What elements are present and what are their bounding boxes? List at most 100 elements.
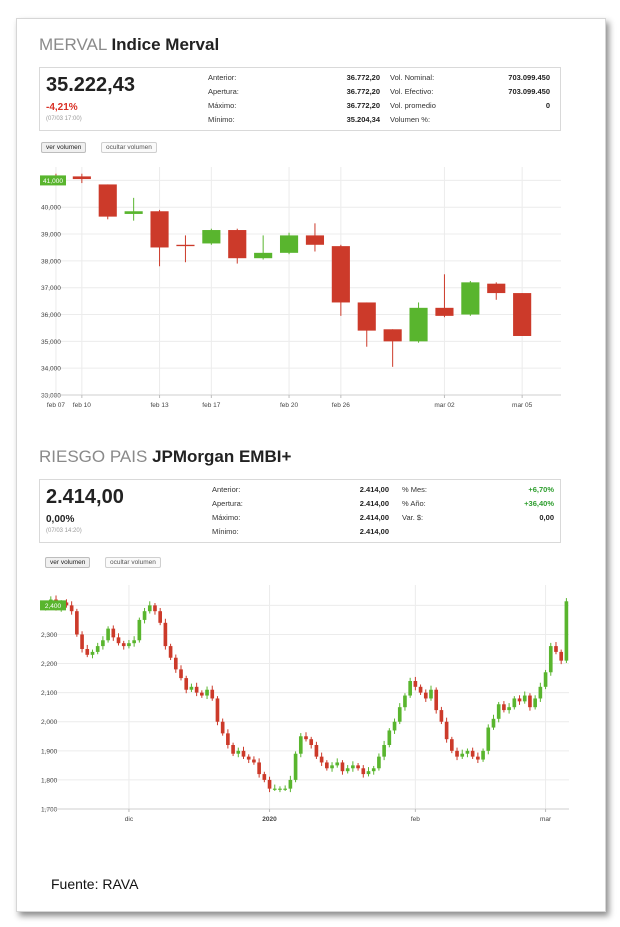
- candle-body: [397, 707, 402, 722]
- candle-body: [95, 646, 100, 652]
- candle-body: [383, 329, 402, 342]
- candle-body: [429, 689, 433, 699]
- riesgo-hide-volume-button[interactable]: ocultar volumen: [105, 557, 161, 568]
- candle-body: [512, 698, 517, 708]
- candle-body: [409, 307, 428, 342]
- report-sheet: MERVAL Indice Merval 35.222,43 -4,21% (0…: [16, 18, 606, 912]
- candle-body: [267, 779, 272, 789]
- candle-body: [543, 672, 548, 687]
- candle-body: [517, 698, 522, 702]
- merval-price: 35.222,43: [46, 74, 135, 96]
- y-tick-label: 33,000: [41, 393, 61, 400]
- merval-stat2-value: 703.099.450: [508, 87, 550, 96]
- candle-body: [434, 689, 439, 711]
- candle-body: [90, 651, 95, 655]
- candle-body: [522, 695, 527, 702]
- candle-body: [200, 692, 204, 696]
- candle-body: [121, 643, 126, 647]
- riesgo-stat2-value: 0,00: [539, 513, 554, 522]
- current-value-label: 2,400: [45, 603, 62, 610]
- candle-body: [382, 745, 386, 757]
- candle-body: [220, 721, 225, 734]
- riesgo-timestamp: (07/03 14:20): [46, 528, 82, 534]
- riesgo-stat2-label: % Mes:: [402, 485, 428, 494]
- candle-body: [330, 765, 334, 769]
- merval-show-volume-button[interactable]: ver volumen: [41, 142, 87, 153]
- candle-body: [124, 211, 143, 214]
- candle-body: [538, 686, 543, 699]
- riesgo-stat-value: 2.414,00: [359, 485, 389, 494]
- candle-body: [460, 753, 465, 757]
- candle-body: [194, 686, 199, 693]
- candle-body: [64, 602, 69, 606]
- y-tick-label: 39,000: [41, 232, 61, 239]
- candle-body: [228, 230, 247, 259]
- candle-body: [392, 721, 397, 731]
- riesgo-stat2-label: % Año:: [402, 499, 426, 508]
- merval-stat2-label: Volumen %:: [390, 115, 431, 124]
- candle-body: [241, 750, 246, 757]
- candle-body: [173, 657, 178, 670]
- candle-body: [147, 605, 152, 612]
- riesgo-title: RIESGO PAIS JPMorgan EMBI+: [39, 447, 291, 467]
- candle-body: [439, 710, 444, 722]
- x-tick-label: feb 26: [332, 402, 350, 409]
- candle-body: [189, 686, 194, 690]
- candle-body: [444, 721, 449, 740]
- y-tick-label: 1,900: [41, 748, 58, 755]
- candle-body: [288, 779, 293, 789]
- y-tick-label: 37,000: [41, 285, 61, 292]
- candle-body: [435, 307, 454, 316]
- riesgo-show-volume-button[interactable]: ver volumen: [45, 557, 91, 568]
- merval-stat2-label: Vol. promedio: [390, 101, 436, 110]
- candle-body: [465, 750, 470, 754]
- riesgo-stat-label: Apertura:: [212, 499, 243, 508]
- x-tick-label: feb 20: [280, 402, 298, 409]
- candle-body: [533, 698, 537, 708]
- candle-body: [226, 733, 230, 745]
- merval-change: -4,21%: [46, 102, 78, 113]
- current-value-box: [40, 600, 66, 611]
- riesgo-stat-label: Máximo:: [212, 513, 241, 522]
- candle-body: [377, 756, 381, 769]
- merval-hide-volume-button[interactable]: ocultar volumen: [101, 142, 157, 153]
- y-tick-label: 2,200: [41, 661, 58, 668]
- candle-body: [309, 739, 314, 745]
- riesgo-candlestick-chart: 1,700 1,800 1,900 2,000 2,100 2,200 2,300 2,400…: [40, 585, 569, 823]
- candle-body: [564, 601, 569, 661]
- candle-body: [559, 651, 564, 661]
- riesgo-stat2-value: +36,40%: [524, 499, 554, 508]
- y-tick-label: 40,000: [41, 205, 61, 212]
- candle-body: [481, 750, 485, 760]
- merval-timestamp: (07/03 17:00): [46, 116, 82, 122]
- merval-stat-value: 36.772,20: [346, 101, 380, 110]
- merval-stat-value: 36.772,20: [346, 87, 380, 96]
- candle-body: [340, 762, 345, 772]
- candle-body: [491, 718, 496, 728]
- riesgo-stat-value: 2.414,00: [359, 499, 389, 508]
- candle-body: [262, 774, 267, 780]
- candle-body: [69, 605, 74, 612]
- merval-stat-label: Máximo:: [208, 101, 237, 110]
- riesgo-change: 0,00%: [46, 514, 75, 525]
- candle-body: [278, 788, 282, 790]
- candle-body: [116, 637, 121, 644]
- x-tick-label: feb 17: [202, 402, 220, 409]
- candle-body: [486, 727, 491, 751]
- candle-body: [80, 634, 84, 649]
- candle-body: [403, 695, 407, 708]
- candle-body: [304, 736, 308, 740]
- candle-body: [507, 707, 511, 711]
- merval-stat-label: Anterior:: [208, 73, 237, 82]
- riesgo-title-prefix: RIESGO PAIS: [39, 447, 148, 466]
- y-tick-label: 35,000: [41, 339, 61, 346]
- candle-body: [298, 736, 303, 754]
- candle-body: [236, 750, 241, 754]
- candle-body: [98, 184, 117, 217]
- merval-stat-value: 35.204,34: [346, 115, 380, 124]
- candle-body: [246, 756, 251, 760]
- candle-body: [158, 611, 163, 623]
- riesgo-price: 2.414,00: [46, 486, 124, 508]
- current-value-box: [40, 175, 66, 186]
- merval-title-name: Indice Merval: [111, 35, 220, 54]
